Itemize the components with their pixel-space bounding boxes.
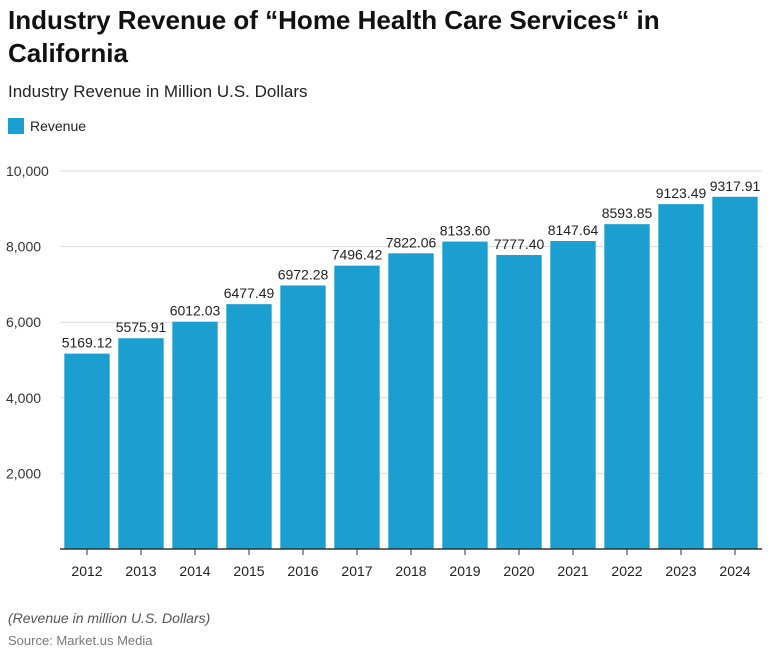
- value-label-2023: 9123.49: [656, 185, 707, 201]
- value-label-2017: 7496.42: [332, 247, 383, 263]
- y-tick-label: 10,000: [6, 163, 49, 179]
- x-tick-label-2020: 2020: [503, 563, 534, 579]
- bar-2018: [388, 253, 434, 549]
- value-label-2020: 7777.40: [494, 236, 545, 252]
- value-label-2016: 6972.28: [278, 266, 329, 282]
- y-tick-label: 4,000: [6, 390, 41, 406]
- value-label-2021: 8147.64: [548, 222, 599, 238]
- bar-2023: [658, 204, 704, 549]
- bar-2017: [334, 265, 380, 549]
- bar-2020: [496, 255, 542, 549]
- x-tick-label-2016: 2016: [287, 563, 318, 579]
- bar-2016: [280, 285, 326, 549]
- value-labels: 5169.125575.916012.036477.496972.287496.…: [62, 178, 761, 351]
- legend-swatch-revenue: [8, 118, 24, 134]
- y-tick-label: 6,000: [6, 314, 41, 330]
- legend-label-revenue: Revenue: [30, 118, 87, 134]
- x-tick-label-2023: 2023: [665, 563, 696, 579]
- value-label-2018: 7822.06: [386, 234, 437, 250]
- bars: [64, 196, 758, 549]
- y-tick-label: 2,000: [6, 465, 41, 481]
- chart-subtitle: Industry Revenue in Million U.S. Dollars: [8, 82, 308, 101]
- chart-title: Industry Revenue of “Home Health Care Se…: [8, 5, 660, 68]
- bar-2024: [712, 196, 758, 549]
- footer-source: Source: Market.us Media: [8, 633, 153, 648]
- value-label-2012: 5169.12: [62, 335, 113, 351]
- value-label-2022: 8593.85: [602, 205, 653, 221]
- x-axis-labels: 2012 2013 2014 2015 2016 2017 2018 2019 2020 2021…: [71, 549, 751, 579]
- value-label-2015: 6477.49: [224, 285, 275, 301]
- value-label-2013: 5575.91: [116, 319, 167, 335]
- footer-note: (Revenue in million U.S. Dollars): [8, 610, 211, 626]
- x-tick-label-2014: 2014: [179, 563, 210, 579]
- bar-chart: 2,000 4,000 6,000 8,000 10,000 5169.125575.9…: [6, 163, 762, 579]
- bar-2014: [172, 321, 218, 549]
- x-tick-label-2012: 2012: [71, 563, 102, 579]
- x-tick-label-2017: 2017: [341, 563, 372, 579]
- bar-2015: [226, 304, 272, 549]
- x-tick-label-2024: 2024: [719, 563, 750, 579]
- bar-2019: [442, 241, 488, 549]
- x-tick-label-2013: 2013: [125, 563, 156, 579]
- x-tick-label-2019: 2019: [449, 563, 480, 579]
- value-label-2014: 6012.03: [170, 303, 221, 319]
- x-tick-label-2015: 2015: [233, 563, 264, 579]
- y-tick-label: 8,000: [6, 239, 41, 255]
- legend: Revenue: [8, 118, 86, 134]
- value-label-2019: 8133.60: [440, 223, 491, 239]
- bar-2013: [118, 338, 164, 549]
- bar-2021: [550, 241, 596, 549]
- y-axis-labels: 2,000 4,000 6,000 8,000 10,000: [6, 163, 49, 481]
- x-tick-label-2022: 2022: [611, 563, 642, 579]
- bar-2022: [604, 224, 650, 549]
- value-label-2024: 9317.91: [710, 178, 761, 194]
- bar-2012: [64, 353, 110, 549]
- x-tick-label-2021: 2021: [557, 563, 588, 579]
- x-tick-label-2018: 2018: [395, 563, 426, 579]
